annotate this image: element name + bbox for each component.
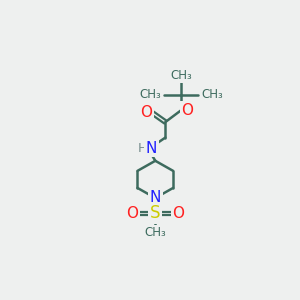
Text: O: O	[172, 206, 184, 221]
Text: N: N	[150, 190, 161, 206]
Text: CH₃: CH₃	[170, 69, 192, 82]
Text: N: N	[146, 141, 157, 156]
Text: CH₃: CH₃	[144, 226, 166, 239]
Text: CH₃: CH₃	[201, 88, 223, 101]
Text: S: S	[150, 205, 160, 223]
Text: O: O	[140, 105, 152, 120]
Text: CH₃: CH₃	[139, 88, 161, 101]
Text: O: O	[181, 103, 193, 118]
Text: O: O	[126, 206, 138, 221]
Text: H: H	[138, 142, 148, 155]
